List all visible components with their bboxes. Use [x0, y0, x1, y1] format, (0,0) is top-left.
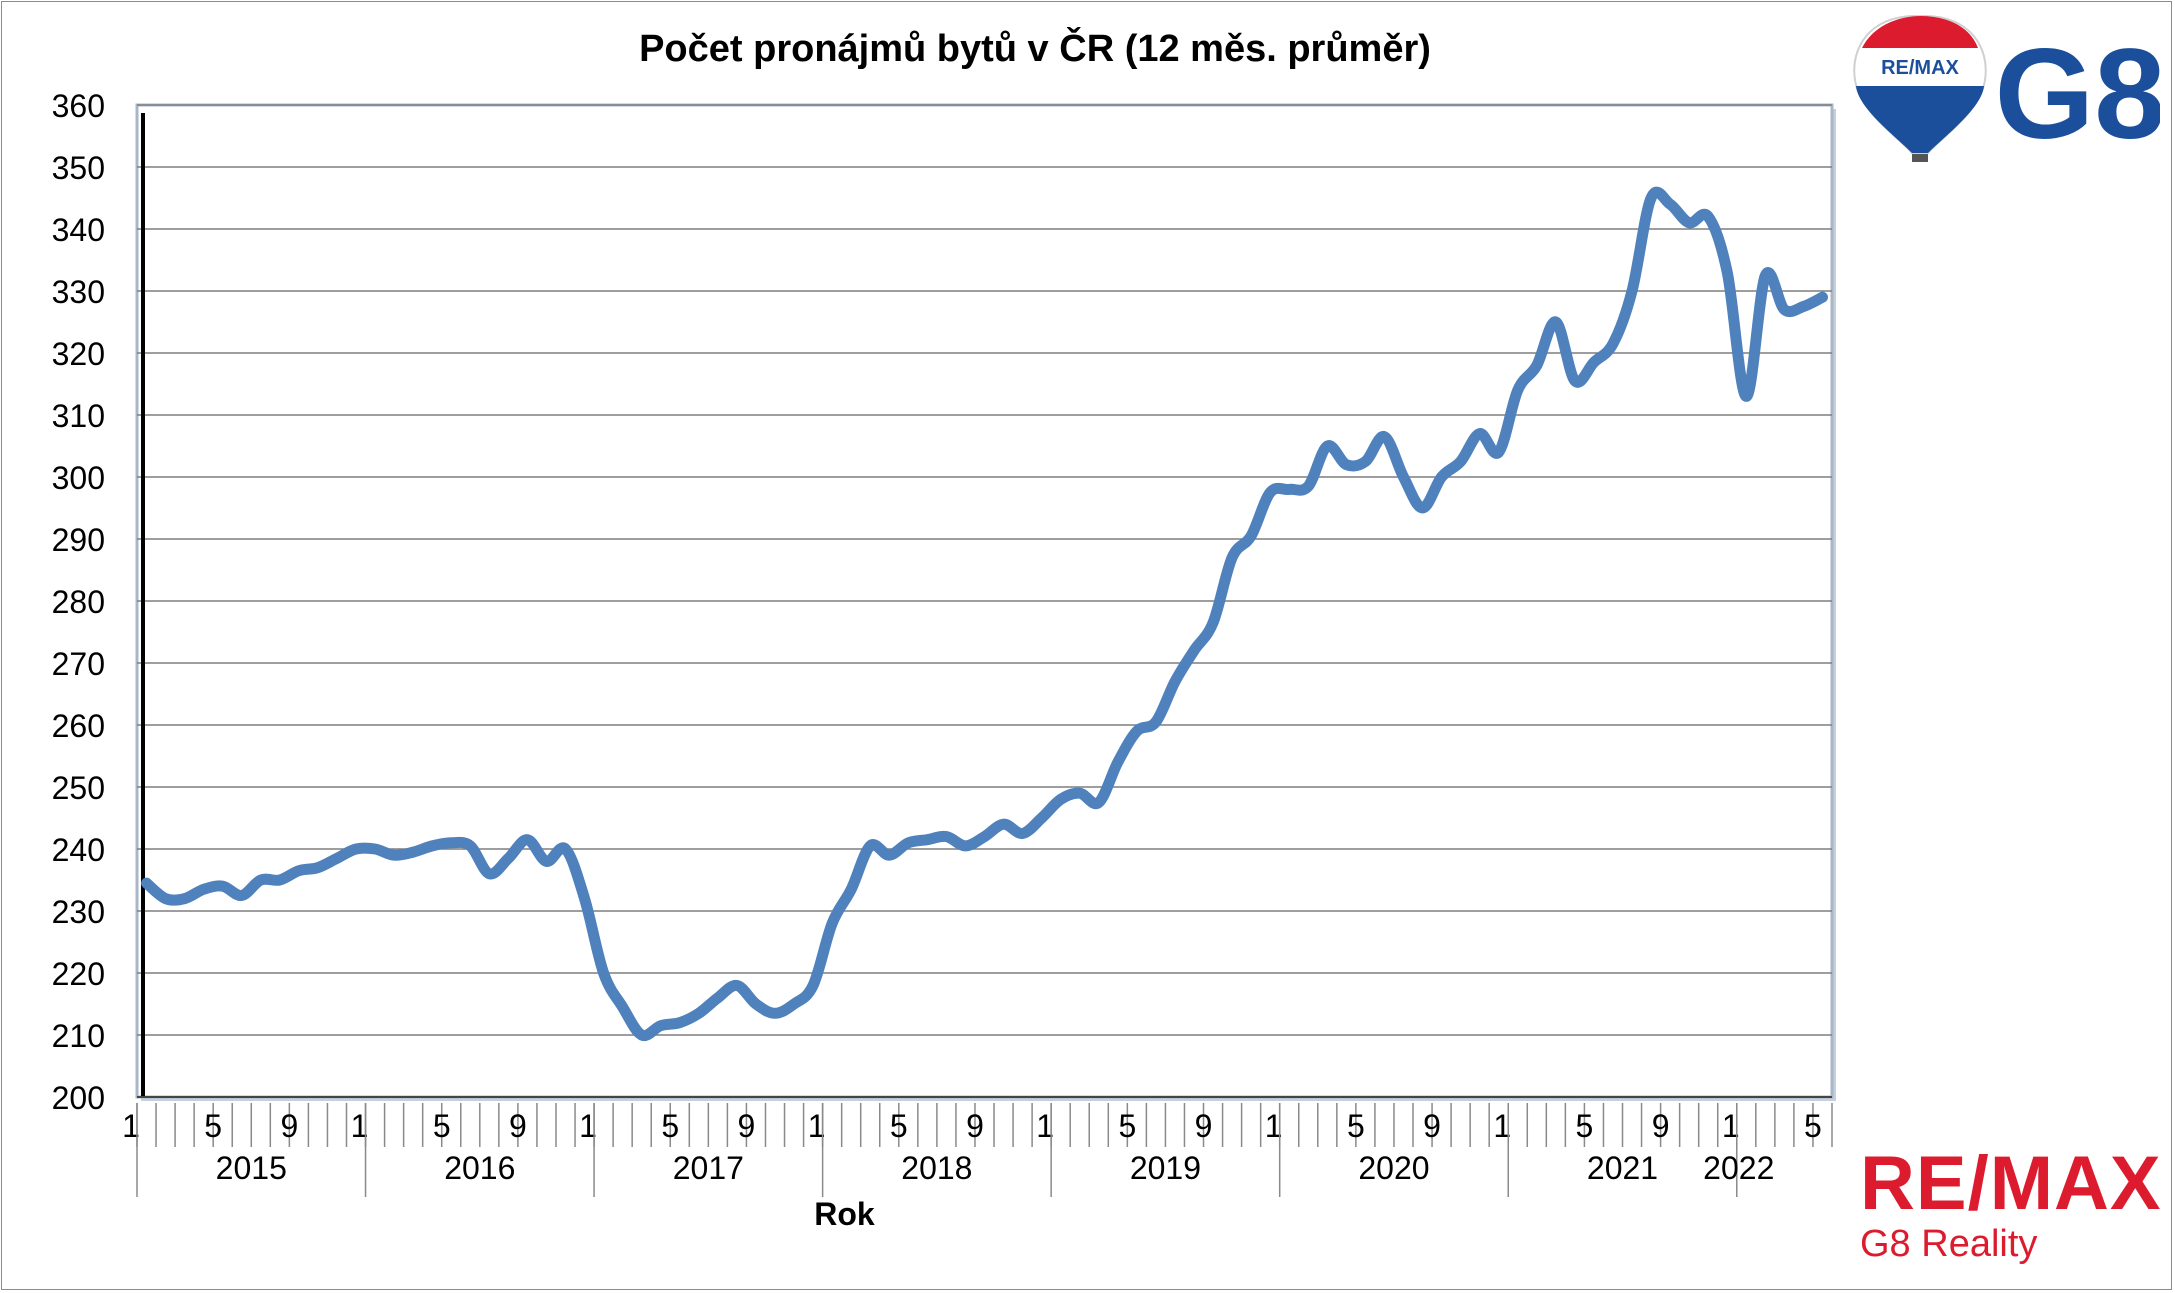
y-tick-label-260: 260: [52, 708, 105, 744]
y-tick-label-270: 270: [52, 646, 105, 682]
x-month-label: 9: [1423, 1108, 1441, 1144]
x-year-label-2022: 2022: [1703, 1150, 1774, 1186]
x-month-label: 9: [1652, 1108, 1670, 1144]
x-axis-title: Rok: [814, 1196, 875, 1232]
y-tick-label-250: 250: [52, 770, 105, 806]
x-year-label-2019: 2019: [1130, 1150, 1201, 1186]
x-month-label: 9: [280, 1108, 298, 1144]
balloon-icon: RE/MAX: [1853, 15, 1987, 162]
x-month-label: 9: [966, 1108, 984, 1144]
y-tick-label-310: 310: [52, 398, 105, 434]
x-year-label-2015: 2015: [216, 1150, 287, 1186]
y-tick-label-280: 280: [52, 584, 105, 620]
remax-g8-logo: RE/MAX G8: [1853, 15, 2160, 166]
y-tick-label-330: 330: [52, 274, 105, 310]
axis-layer: 200 210 220 230 240 250 260 270 280 290 300 310 320 3…: [52, 88, 1833, 1232]
x-month-label: 5: [204, 1108, 222, 1144]
y-tick-label-200: 200: [52, 1080, 105, 1116]
x-year-label-2021: 2021: [1587, 1150, 1658, 1186]
g8-logo-text: G8: [1995, 23, 2160, 166]
y-tick-label-300: 300: [52, 460, 105, 496]
x-year-label-2016: 2016: [444, 1150, 515, 1186]
remax-wordmark: RE/MAX: [1860, 1141, 2162, 1226]
y-tick-label-230: 230: [52, 894, 105, 930]
x-month-label: 5: [1804, 1108, 1822, 1144]
series-layer: [141, 186, 1828, 1041]
x-month-label: 9: [738, 1108, 756, 1144]
x-month-label: 1: [122, 1108, 140, 1144]
x-month-label: 1: [808, 1108, 826, 1144]
x-month-label: 1: [1265, 1108, 1283, 1144]
grid-layer: [135, 103, 1836, 1101]
x-month-label: 9: [1195, 1108, 1213, 1144]
x-month-label: 5: [890, 1108, 908, 1144]
y-tick-label-220: 220: [52, 956, 105, 992]
y-tick-label-290: 290: [52, 522, 105, 558]
x-month-label: 5: [1118, 1108, 1136, 1144]
remax-subtitle: G8 Reality: [1860, 1223, 2038, 1265]
y-tick-label-350: 350: [52, 150, 105, 186]
x-month-label: 5: [1576, 1108, 1594, 1144]
y-tick-label-210: 210: [52, 1018, 105, 1054]
x-month-label: 1: [579, 1108, 597, 1144]
x-month-label: 1: [351, 1108, 369, 1144]
x-month-label: 9: [509, 1108, 527, 1144]
x-month-label: 1: [1722, 1108, 1740, 1144]
x-year-label-2018: 2018: [901, 1150, 972, 1186]
x-month-label: 1: [1493, 1108, 1511, 1144]
x-month-label: 5: [433, 1108, 451, 1144]
x-month-label: 1: [1036, 1108, 1054, 1144]
y-tick-label-240: 240: [52, 832, 105, 868]
y-tick-label-320: 320: [52, 336, 105, 372]
y-tick-label-360: 360: [52, 88, 105, 124]
x-year-label-2020: 2020: [1358, 1150, 1429, 1186]
chart-title: Počet pronájmů bytů v ČR (12 měs. průměr…: [639, 28, 1431, 70]
x-year-label-2017: 2017: [673, 1150, 744, 1186]
y-tick-label-340: 340: [52, 212, 105, 248]
svg-text:RE/MAX: RE/MAX: [1881, 57, 1959, 79]
remax-brand-block: RE/MAX G8 Reality: [1860, 1140, 2162, 1266]
x-month-label: 5: [1347, 1108, 1365, 1144]
x-month-label: 5: [661, 1108, 679, 1144]
